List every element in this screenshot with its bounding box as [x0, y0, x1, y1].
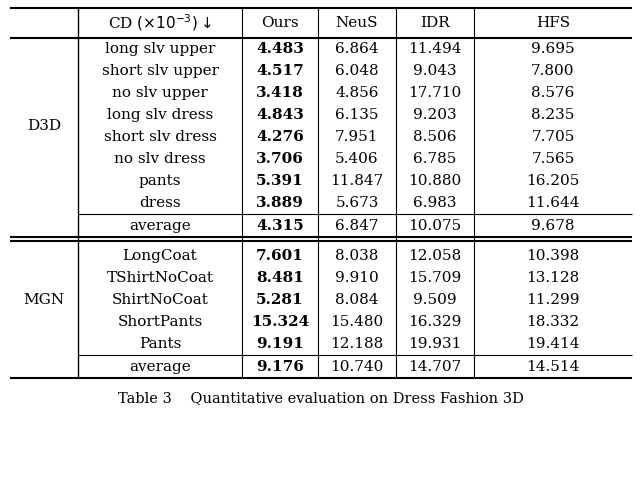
Text: short slv dress: short slv dress: [104, 130, 216, 144]
Text: 16.205: 16.205: [526, 174, 580, 188]
Text: 11.494: 11.494: [408, 42, 461, 56]
Text: average: average: [129, 219, 191, 233]
Text: 6.864: 6.864: [335, 42, 379, 56]
Text: 9.191: 9.191: [256, 337, 304, 351]
Text: 19.414: 19.414: [526, 337, 580, 351]
Text: 8.576: 8.576: [531, 86, 575, 100]
Text: HFS: HFS: [536, 16, 570, 30]
Text: 16.329: 16.329: [408, 315, 461, 329]
Text: 12.058: 12.058: [408, 249, 461, 263]
Text: 14.707: 14.707: [408, 360, 461, 374]
Text: 10.740: 10.740: [330, 360, 384, 374]
Text: Ours: Ours: [261, 16, 299, 30]
Text: 9.695: 9.695: [531, 42, 575, 56]
Text: no slv dress: no slv dress: [114, 152, 206, 166]
Text: 7.601: 7.601: [256, 249, 304, 263]
Text: 9.043: 9.043: [413, 64, 457, 78]
Text: 11.847: 11.847: [330, 174, 383, 188]
Text: Pants: Pants: [139, 337, 181, 351]
Text: no slv upper: no slv upper: [112, 86, 208, 100]
Text: 4.856: 4.856: [335, 86, 379, 100]
Text: NeuS: NeuS: [336, 16, 378, 30]
Text: 6.847: 6.847: [335, 219, 379, 233]
Text: 4.843: 4.843: [256, 108, 304, 122]
Text: 4.276: 4.276: [256, 130, 304, 144]
Text: 6.135: 6.135: [335, 108, 379, 122]
Text: 9.678: 9.678: [531, 219, 575, 233]
Text: 5.673: 5.673: [335, 196, 379, 210]
Text: long slv upper: long slv upper: [105, 42, 215, 56]
Text: TShirtNoCoat: TShirtNoCoat: [106, 271, 214, 285]
Text: 4.483: 4.483: [256, 42, 304, 56]
Text: 5.281: 5.281: [256, 293, 304, 307]
Text: 11.644: 11.644: [526, 196, 580, 210]
Text: 15.709: 15.709: [408, 271, 461, 285]
Text: 10.880: 10.880: [408, 174, 461, 188]
Text: 6.983: 6.983: [413, 196, 457, 210]
Text: 8.235: 8.235: [531, 108, 575, 122]
Text: CD $(\times 10^{-3})\downarrow$: CD $(\times 10^{-3})\downarrow$: [108, 12, 212, 33]
Text: pants: pants: [139, 174, 181, 188]
Text: 6.048: 6.048: [335, 64, 379, 78]
Text: D3D: D3D: [27, 119, 61, 133]
Text: 5.391: 5.391: [256, 174, 304, 188]
Text: average: average: [129, 360, 191, 374]
Text: LongCoat: LongCoat: [123, 249, 197, 263]
Text: 3.418: 3.418: [256, 86, 304, 100]
Text: 5.406: 5.406: [335, 152, 379, 166]
Text: 3.889: 3.889: [256, 196, 304, 210]
Text: 17.710: 17.710: [408, 86, 461, 100]
Text: ShortPants: ShortPants: [117, 315, 203, 329]
Text: short slv upper: short slv upper: [102, 64, 218, 78]
Text: 11.299: 11.299: [526, 293, 580, 307]
Text: Table 3    Quantitative evaluation on Dress Fashion 3D: Table 3 Quantitative evaluation on Dress…: [118, 391, 524, 405]
Text: 8.084: 8.084: [335, 293, 379, 307]
Text: dress: dress: [139, 196, 181, 210]
Text: 7.951: 7.951: [335, 130, 379, 144]
Text: 9.203: 9.203: [413, 108, 457, 122]
Text: 4.315: 4.315: [256, 219, 304, 233]
Text: 10.398: 10.398: [526, 249, 580, 263]
Text: 3.706: 3.706: [256, 152, 304, 166]
Text: 18.332: 18.332: [527, 315, 580, 329]
Text: 8.506: 8.506: [413, 130, 457, 144]
Text: ShirtNoCoat: ShirtNoCoat: [111, 293, 209, 307]
Text: 4.517: 4.517: [256, 64, 304, 78]
Text: 7.800: 7.800: [531, 64, 575, 78]
Text: 8.481: 8.481: [256, 271, 304, 285]
Text: 12.188: 12.188: [330, 337, 383, 351]
Text: 19.931: 19.931: [408, 337, 461, 351]
Text: MGN: MGN: [24, 293, 65, 307]
Text: 9.910: 9.910: [335, 271, 379, 285]
Text: long slv dress: long slv dress: [107, 108, 213, 122]
Text: 9.509: 9.509: [413, 293, 457, 307]
Text: IDR: IDR: [420, 16, 450, 30]
Text: 14.514: 14.514: [526, 360, 580, 374]
Text: 15.324: 15.324: [251, 315, 309, 329]
Text: 15.480: 15.480: [330, 315, 383, 329]
Text: 8.038: 8.038: [335, 249, 379, 263]
Text: 7.705: 7.705: [531, 130, 575, 144]
Text: 7.565: 7.565: [531, 152, 575, 166]
Text: 13.128: 13.128: [526, 271, 580, 285]
Text: 9.176: 9.176: [256, 360, 304, 374]
Text: 6.785: 6.785: [413, 152, 457, 166]
Text: 10.075: 10.075: [408, 219, 461, 233]
